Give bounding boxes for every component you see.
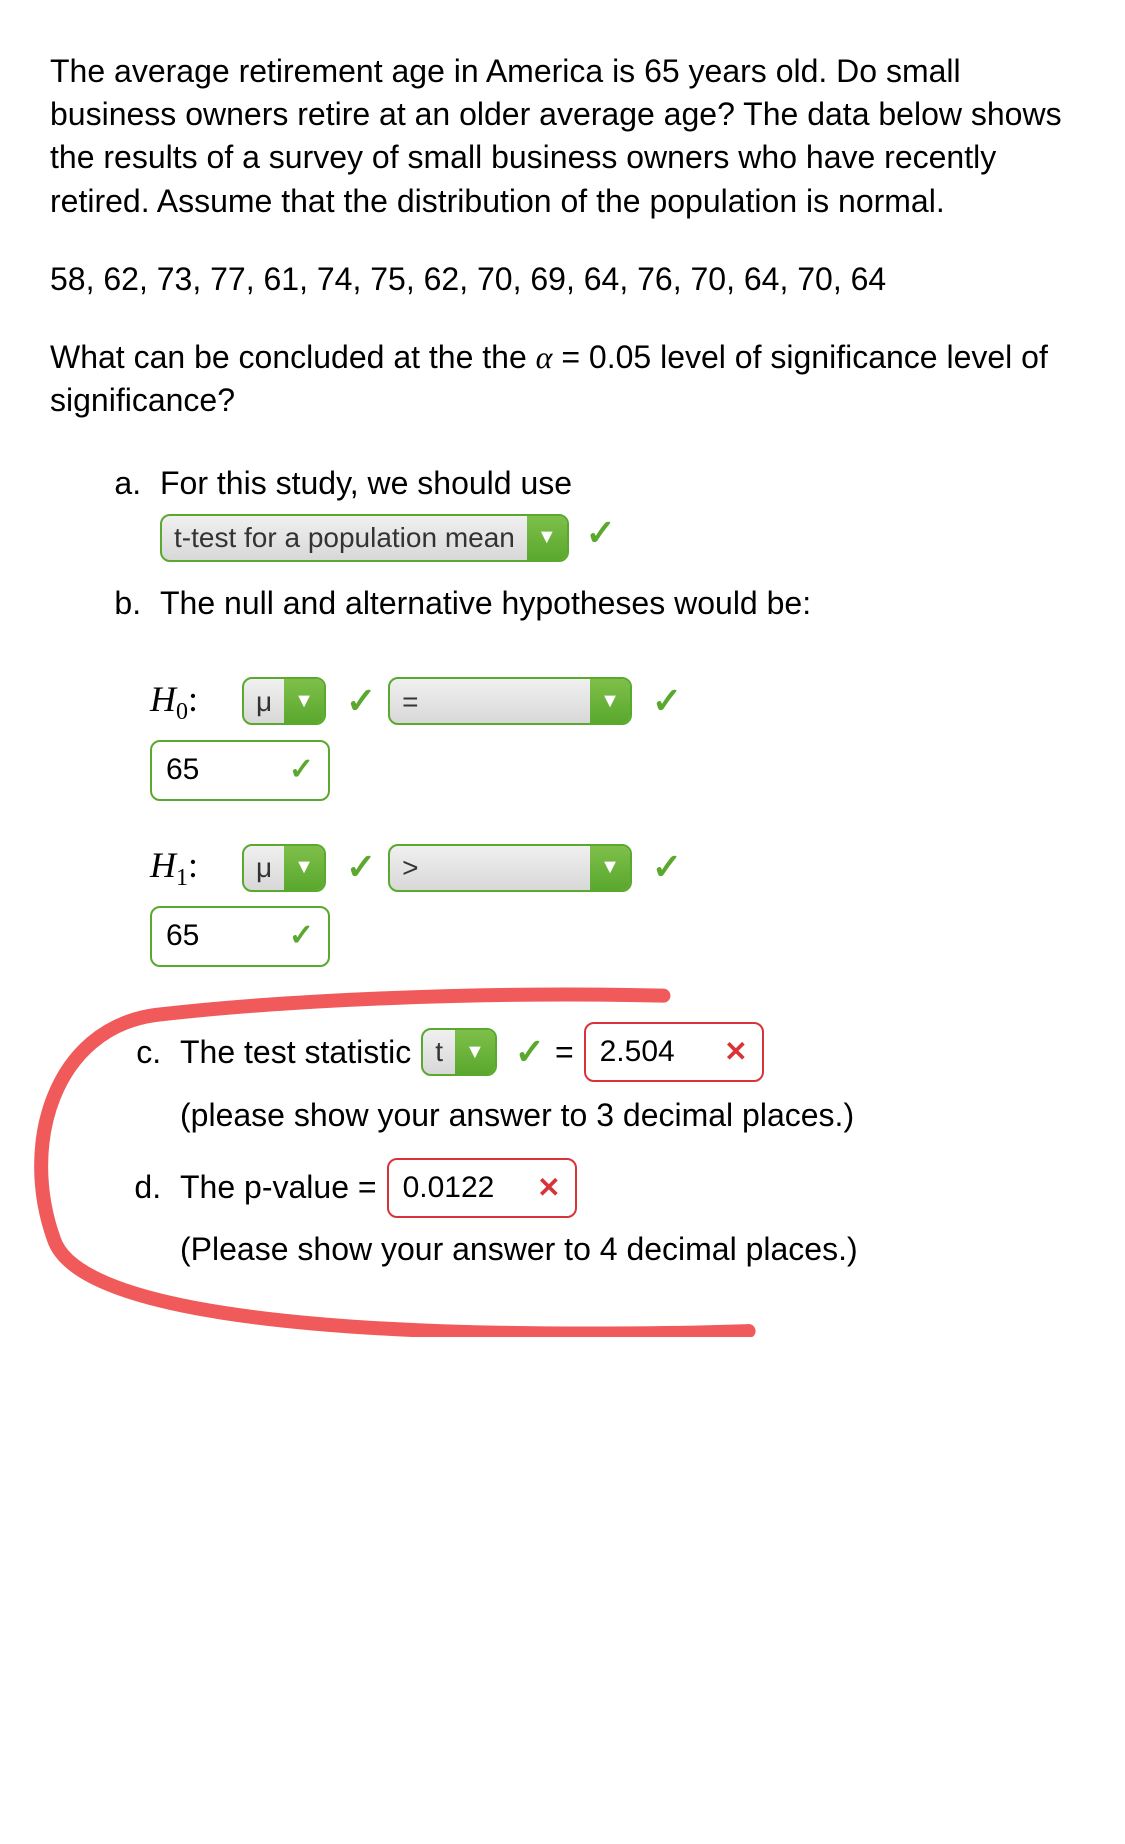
h1-label: H1: — [150, 841, 230, 895]
stat-value-input[interactable]: 2.504 ✕ — [584, 1022, 764, 1083]
check-icon: ✓ — [652, 677, 682, 726]
part-d: The p-value = 0.0122 ✕ (Please show your… — [170, 1158, 1055, 1272]
chevron-down-icon: ▼ — [284, 679, 324, 723]
part-a: For this study, we should use t-test for… — [150, 462, 1075, 561]
h1-value-input[interactable]: 65 ✓ — [150, 906, 330, 967]
pvalue-input[interactable]: 0.0122 ✕ — [387, 1158, 577, 1219]
check-icon: ✓ — [289, 750, 314, 791]
part-c: The test statistic t ▼ ✓ = 2.504 ✕ (plea… — [170, 1022, 1055, 1138]
check-icon: ✓ — [289, 916, 314, 957]
h0-row: H0: μ ▼ ✓ = ▼ ✓ — [150, 675, 1075, 729]
problem-statement: The average retirement age in America is… — [50, 50, 1075, 223]
part-d-text-after: (Please show your answer to 4 decimal pl… — [180, 1228, 858, 1271]
h1-value-row: 65 ✓ — [150, 906, 1075, 967]
chevron-down-icon: ▼ — [527, 516, 567, 560]
h0-value-row: 65 ✓ — [150, 740, 1075, 801]
cross-icon: ✕ — [537, 1169, 560, 1207]
significance-question: What can be concluded at the the α = 0.0… — [50, 336, 1075, 422]
part-b: The null and alternative hypotheses woul… — [150, 582, 1075, 625]
highlighted-region: The test statistic t ▼ ✓ = 2.504 ✕ (plea… — [50, 997, 1075, 1301]
h1-row: H1: μ ▼ ✓ > ▼ ✓ — [150, 841, 1075, 895]
chevron-down-icon: ▼ — [590, 679, 630, 723]
chevron-down-icon: ▼ — [590, 846, 630, 890]
h0-param-dropdown[interactable]: μ ▼ — [242, 677, 326, 725]
part-a-text: For this study, we should use — [160, 465, 572, 501]
data-values: 58, 62, 73, 77, 61, 74, 75, 62, 70, 69, … — [50, 258, 1075, 301]
check-icon: ✓ — [346, 677, 376, 726]
stat-type-dropdown[interactable]: t ▼ — [421, 1028, 497, 1076]
test-type-dropdown[interactable]: t-test for a population mean ▼ — [160, 514, 569, 562]
h0-value-input[interactable]: 65 ✓ — [150, 740, 330, 801]
part-d-text-before: The p-value = — [180, 1166, 377, 1209]
h1-operator-dropdown[interactable]: > ▼ — [388, 844, 632, 892]
h1-param-dropdown[interactable]: μ ▼ — [242, 844, 326, 892]
cross-icon: ✕ — [724, 1033, 747, 1071]
h0-label: H0: — [150, 675, 230, 729]
check-icon: ✓ — [586, 512, 616, 553]
chevron-down-icon: ▼ — [455, 1030, 495, 1074]
part-b-text: The null and alternative hypotheses woul… — [160, 585, 811, 621]
h0-operator-dropdown[interactable]: = ▼ — [388, 677, 632, 725]
check-icon: ✓ — [346, 843, 376, 892]
part-c-text-before: The test statistic — [180, 1031, 411, 1074]
check-icon: ✓ — [515, 1028, 545, 1077]
check-icon: ✓ — [652, 843, 682, 892]
part-c-text-after: (please show your answer to 3 decimal pl… — [180, 1094, 1055, 1137]
chevron-down-icon: ▼ — [284, 846, 324, 890]
